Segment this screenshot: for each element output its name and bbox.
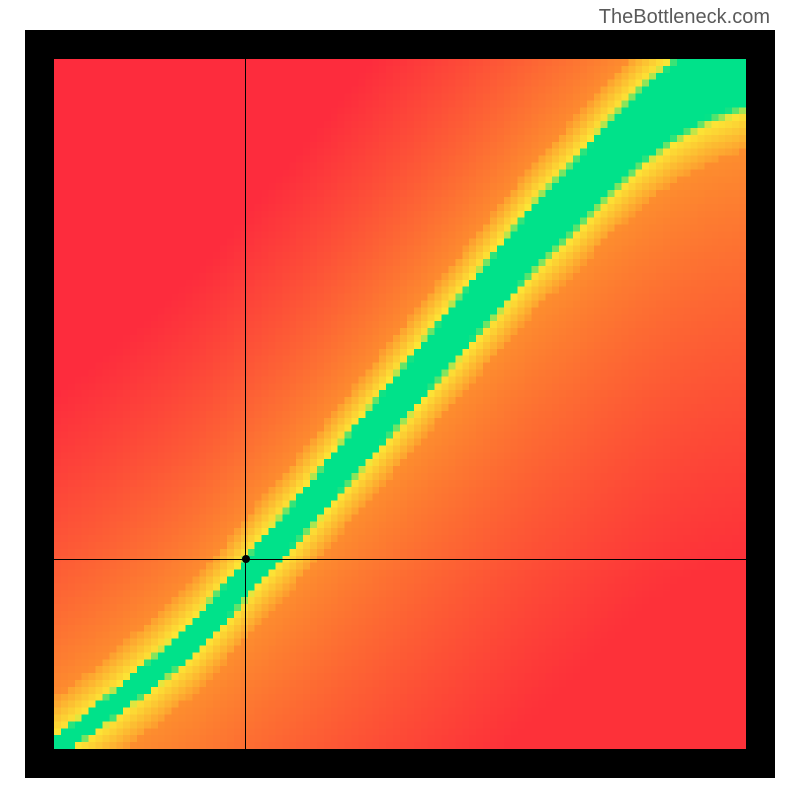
heatmap-canvas [54, 59, 746, 749]
watermark-text: TheBottleneck.com [599, 6, 770, 29]
crosshair-marker [242, 555, 250, 563]
plot-area [54, 59, 746, 749]
crosshair-horizontal [54, 559, 746, 560]
chart-container: TheBottleneck.com [0, 0, 800, 800]
crosshair-vertical [245, 59, 246, 749]
